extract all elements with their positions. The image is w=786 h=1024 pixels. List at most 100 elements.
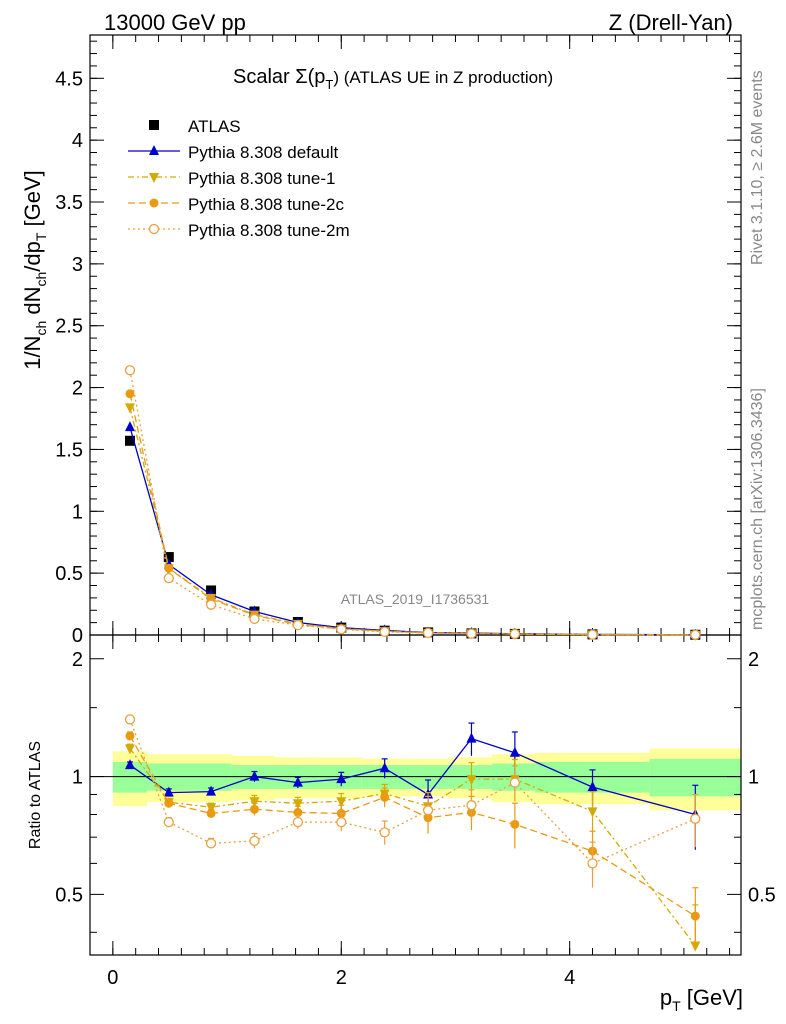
main-series-layer [124,365,701,641]
legend-label: ATLAS [188,117,241,136]
y-axis-label-p2: dN [20,287,45,321]
y-axis-label-p4: [GeV] [20,170,45,232]
series-4-line [129,370,696,636]
series-0-point [163,552,174,563]
series-3-ratio-point [125,731,135,741]
legend-label: Pythia 8.308 tune-2m [188,221,350,240]
series-3-ratio-point [510,819,520,829]
series-4-ratio-point [466,800,477,811]
series-4-ratio-point [336,816,347,828]
y-tick-label: 4 [72,130,83,152]
x-axis-label-main: p [660,985,672,1010]
series-4-point [509,628,521,640]
chart-title-sub: T [325,77,333,92]
series-1-ratio-point [206,785,217,796]
y-axis-label-p1: 1/N [20,336,45,370]
series-2-ratio-line [129,748,696,946]
series-3-ratio-point [206,808,216,818]
series-4-point [587,629,598,640]
y-axis-label-s3: T [33,232,49,241]
series-4-ratio-point [205,838,217,849]
series-4-point [292,619,304,631]
series-2-ratio-point [292,799,303,810]
y-tick-label: 4.5 [55,68,83,90]
y-tick-label: 0 [72,625,83,647]
series-3-ratio-point [164,798,174,808]
ratio-tick-label: 1 [72,767,83,789]
series-4-ratio-point [292,816,304,828]
axes: 00.511.522.533.544.50 2 40.5 0.51 12 2 [55,35,776,989]
legend-label: Pythia 8.308 tune-1 [188,169,335,188]
series-2-ratio-point [466,775,477,786]
series-3-ratio-point [293,807,303,817]
series-2-ratio-point [587,807,598,818]
series-1-ratio-line [129,737,696,816]
series-4-point [336,624,347,635]
series-3-ratio-point [249,804,259,814]
series-1-ratio-point [466,732,477,743]
y-tick-label: 3.5 [55,192,83,214]
legend-marker [149,145,159,155]
ratio-plot-frame [89,634,742,956]
series-4-point [466,628,477,639]
series-3-ratio-point [380,792,390,802]
series-4-point [205,599,217,610]
ratio-tick-label: 2 [72,649,83,671]
series-4-ratio-point [249,835,260,847]
series-3-point [164,563,174,573]
y-axis-label: 1/Nch dNch/dpT [GeV] [20,170,49,370]
series-4-ratio-point [163,816,174,828]
chart-title-suffix: ) (ATLAS UE in Z production) [333,68,553,87]
mcplots-label: mcplots.cern.ch [arXiv:1306.3436] [749,388,766,630]
ratio-tick-label: 0.5 [55,884,83,906]
series-4-point [249,613,260,625]
x-axis-label-unit: [GeV] [681,985,743,1010]
series-1-ratio-point [509,746,520,757]
series-4-point [163,572,174,584]
x-tick-label: 0 [107,967,118,989]
analysis-watermark: ATLAS_2019_I1736531 [341,591,490,607]
legend-marker [149,198,159,208]
ratio-tick-label-right: 2 [748,649,759,671]
x-axis-label-sub: T [672,998,681,1014]
series-3-ratio-line [129,735,696,917]
y-tick-label: 1 [72,501,83,523]
series-4-ratio-point [690,813,701,824]
series-3-point [125,389,135,399]
series-0-point [124,435,135,446]
series-4-point [379,626,390,638]
series-1-ratio-point [379,762,390,773]
y-tick-label: 1.5 [55,439,83,461]
legend-label: Pythia 8.308 tune-2c [188,195,344,214]
legend-marker [149,173,159,183]
series-1-ratio-point [163,786,174,797]
y-tick-label: 0.5 [55,563,83,585]
y-axis-label-s2: ch [33,272,49,287]
x-axis-label: pT [GeV] [660,985,743,1014]
y-tick-label: 2.5 [55,316,83,338]
chart-title-prefix: Scalar Σ(p [233,66,325,88]
series-1-ratio-point [249,770,260,781]
series-4-ratio-point [587,858,598,869]
series-1-ratio-point [587,781,598,792]
series-1-ratio-point [292,776,303,787]
y-tick-label: 2 [72,378,83,400]
header-right: Z (Drell-Yan) [609,10,733,35]
x-tick-label: 4 [564,967,575,989]
ratio-axis-label: Ratio to ATLAS [27,741,44,849]
y-axis-label-s1: ch [33,321,49,336]
y-tick-label: 3 [72,254,83,276]
series-4-ratio-line [129,719,696,865]
legend-marker [149,120,159,130]
ratio-tick-label-right: 1 [748,767,759,789]
series-2-ratio-point [249,797,260,808]
series-3-ratio-point [690,911,700,921]
y-axis-label-p3: /dp [20,241,45,272]
chart-title: Scalar Σ(pT) (ATLAS UE in Z production) [233,66,553,92]
rivet-label: Rivet 3.1.10, ≥ 2.6M events [749,70,766,265]
x-tick-label: 2 [336,967,347,989]
ratio-series-layer [124,714,701,952]
header-left: 13000 GeV pp [104,10,246,35]
legend: ATLAS Pythia 8.308 default Pythia 8.308 tu… [128,117,350,240]
